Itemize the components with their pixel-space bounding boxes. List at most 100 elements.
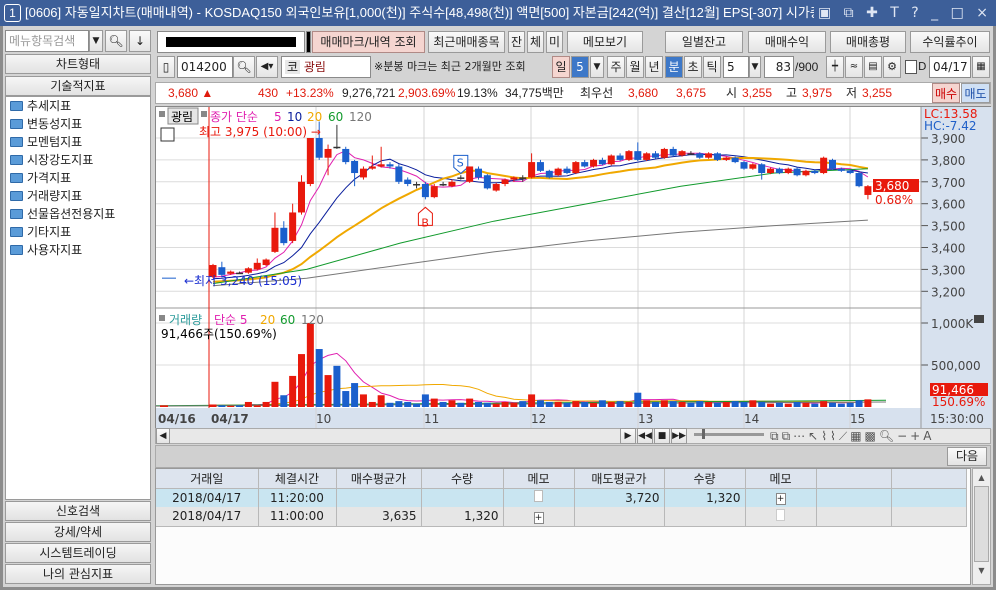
price-tick-label: 3,700 [931,176,965,190]
scroll-thumb[interactable] [974,486,989,562]
col-header[interactable]: 메모 [745,469,817,489]
chart-panel[interactable]: B S 3,900 3,800 3,700 3,600 3,500 3,400 3,300 3,2… [155,106,992,429]
fast-forward-button[interactable]: ▶▶ [671,428,687,444]
scroll-down-icon[interactable]: ▼ [978,566,985,575]
close-pane-icon[interactable] [974,315,984,323]
balance-button[interactable]: 잔 [508,31,525,53]
line-chart-icon[interactable]: ≈ [845,56,863,78]
chart-type-button[interactable]: 차트형태 [5,54,151,74]
stop-button[interactable]: ■ [654,428,670,444]
count-input[interactable]: 83 [764,56,794,78]
table-row[interactable]: 2018/04/17 11:00:00 3,635 1,320 + [156,507,967,526]
trade-mark-query-button[interactable]: 매매마크/내역 조회 [312,31,425,53]
memo-add-icon[interactable]: + [503,507,575,526]
tree-item[interactable]: 모멘텀지표 [6,133,150,151]
trade-profit-button[interactable]: 매매수익 [748,31,826,53]
pane-handle-icon[interactable] [159,111,165,117]
calendar-icon[interactable]: ▦ [972,56,990,78]
memo-view-button[interactable]: 메모보기 [567,31,643,53]
table-icon[interactable] [160,127,175,142]
candle-body [678,151,686,156]
search-dropdown-button[interactable]: ▼ [89,30,103,52]
period-month[interactable]: 월 [626,56,644,78]
tree-item[interactable]: 변동성지표 [6,115,150,133]
period-second[interactable]: 초 [684,56,702,78]
strength-button[interactable]: 강세/약세 [5,522,151,542]
col-header[interactable]: 매도평균가 [574,469,665,489]
col-header[interactable]: 체결시간 [258,469,337,489]
save-icon[interactable]: ▤ [864,56,882,78]
date-input[interactable]: 04/17 [929,56,971,78]
candle-icon[interactable]: ┿ [826,56,844,78]
volume-bar [713,402,721,407]
col-header[interactable]: 매수평균가 [336,469,422,489]
period-year[interactable]: 년 [645,56,663,78]
period-day[interactable]: 일 [552,56,570,78]
tree-item[interactable]: 사용자지표 [6,241,150,259]
play-button[interactable]: ▶ [620,428,636,444]
tree-item[interactable]: 기타지표 [6,223,150,241]
col-header[interactable]: 수량 [664,469,746,489]
down-arrow-icon[interactable]: ↓ [129,30,151,52]
memo-empty-icon[interactable] [745,507,817,526]
table-row[interactable]: 2018/04/17 11:20:00 3,720 1,320 + [156,488,967,507]
memo-empty-icon[interactable] [503,488,575,507]
scroll-up-icon[interactable]: ▲ [978,473,985,482]
account-select[interactable] [157,31,305,53]
tree-item[interactable]: 시장강도지표 [6,151,150,169]
period-day-count[interactable]: 5 [571,56,589,78]
period-week[interactable]: 주 [607,56,625,78]
date-checkbox[interactable] [905,60,917,74]
chart-tools[interactable]: ⧉⧉⋯↖⌇⌇⟋▦▩🔍︎−+A [770,429,935,443]
unfilled-button[interactable]: 미 [546,31,563,53]
tree-item[interactable]: 거래량지표 [6,187,150,205]
stock-code-input[interactable]: 014200 [177,56,233,78]
period-minute[interactable]: 분 [665,56,683,78]
memo-add-icon[interactable]: + [745,488,817,507]
interval-dropdown[interactable]: ▼ [749,56,761,78]
col-header[interactable]: 거래일 [156,469,259,489]
search-icon[interactable]: 🔍︎ [105,30,127,52]
slider-thumb[interactable] [702,429,705,439]
candlestick-chart[interactable]: B S 3,900 3,800 3,700 3,600 3,500 3,400 3,300 3,2… [155,107,992,429]
return-trend-button[interactable]: 수익률추이 [910,31,990,53]
vol-handle-icon[interactable] [159,315,165,321]
ma-handle-icon[interactable] [201,111,207,117]
next-button[interactable]: 다음 [947,447,987,466]
trade-review-button[interactable]: 매매총평 [830,31,906,53]
stock-list-icon[interactable]: ▯ [157,56,175,78]
filled-button[interactable]: 체 [527,31,544,53]
recent-trades-button[interactable]: 최근매매종목 [428,31,505,53]
stock-name-field[interactable]: 코 광림 [281,56,371,78]
window-controls[interactable]: ▣ ⧉ ✚ T ? _ □ × [813,0,996,26]
period-tick[interactable]: 틱 [703,56,721,78]
interval-select[interactable]: 5 [723,56,749,78]
low-note: ←최저 3,240 (15:05) [184,274,302,288]
col-header[interactable]: 수량 [421,469,504,489]
scroll-left-button[interactable]: ◀ [156,428,170,444]
speed-slider[interactable] [694,429,764,439]
search-icon[interactable]: 🔍︎ [233,56,255,78]
buy-avg: 3,635 [336,507,422,526]
password-input[interactable] [306,31,311,53]
chart-scrollbar[interactable] [155,428,991,444]
gear-icon[interactable]: ⚙ [883,56,901,78]
table-scrollbar[interactable]: ▲ ▼ [972,468,991,585]
signal-search-button[interactable]: 신호검색 [5,501,151,521]
system-trading-button[interactable]: 시스템트레이딩 [5,543,151,563]
buy-button[interactable]: 매수 [932,83,960,103]
sell-button[interactable]: 매도 [961,83,990,103]
col-header[interactable]: 메모 [503,469,575,489]
day-count-dropdown[interactable]: ▼ [590,56,604,78]
tree-item[interactable]: 선물옵션전용지표 [6,205,150,223]
speaker-icon[interactable]: ◀▾ [256,56,278,78]
technical-indicator-button[interactable]: 기술적지표 [5,76,151,96]
stock-name-button[interactable] [167,107,199,125]
tree-item[interactable]: 추세지표 [6,97,150,115]
menu-search-input[interactable]: 메뉴항목검색 [5,30,89,52]
tree-item[interactable]: 가격지표 [6,169,150,187]
daily-balance-button[interactable]: 일별잔고 [665,31,743,53]
time-label: 13 [638,412,653,426]
rewind-button[interactable]: ◀◀ [637,428,653,444]
my-indicator-button[interactable]: 나의 관심지표 [5,564,151,584]
